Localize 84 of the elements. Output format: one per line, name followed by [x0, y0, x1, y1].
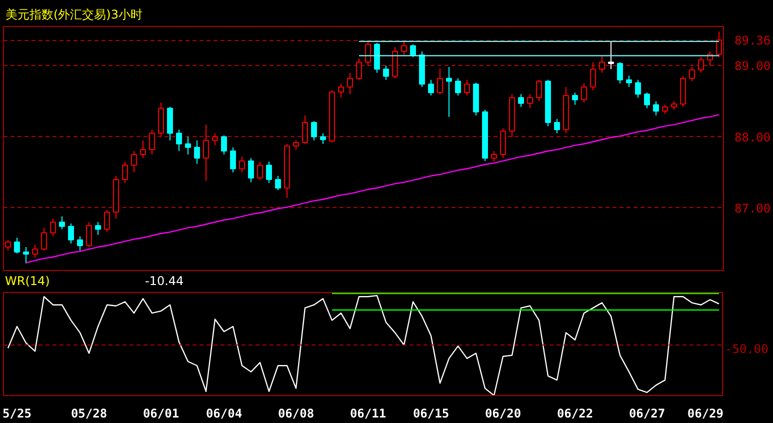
candlestick	[86, 222, 92, 248]
chart-title: 美元指数(外汇交易)3小时	[6, 8, 142, 22]
candlestick	[104, 210, 110, 233]
line-series	[25, 114, 720, 264]
candlestick	[653, 100, 659, 116]
candlestick	[662, 104, 668, 114]
candlestick	[122, 161, 128, 184]
candlestick	[293, 140, 299, 150]
candlestick	[410, 44, 416, 58]
candlestick	[455, 78, 461, 96]
candlestick	[698, 56, 704, 74]
candlestick	[311, 120, 317, 141]
text: -50.00	[725, 341, 768, 358]
candlestick	[356, 58, 362, 80]
candlestick	[716, 30, 722, 58]
candlestick	[194, 140, 200, 164]
y-tick-label: 87.00	[734, 201, 771, 216]
candlestick	[131, 150, 137, 173]
candlestick	[266, 161, 272, 184]
candlestick	[689, 66, 695, 82]
candlestick	[617, 62, 623, 84]
x-tick-label: 06/22	[556, 406, 594, 420]
candlestick	[437, 68, 443, 95]
candlestick	[203, 124, 209, 182]
candlestick	[644, 92, 650, 109]
y-tick-label: 89.36	[734, 34, 771, 48]
candlestick	[41, 227, 47, 252]
candlestick	[446, 66, 452, 118]
y-tick-label: 88.00	[734, 130, 771, 144]
candlestick	[59, 216, 65, 230]
candlestick	[347, 72, 353, 95]
x-tick-label: 5/25	[2, 406, 32, 420]
candlestick	[428, 79, 434, 96]
candlestick	[527, 94, 533, 109]
candlestick	[464, 79, 470, 96]
candlestick	[257, 161, 263, 180]
x-tick-label: 06/11	[350, 406, 386, 420]
candlestick	[185, 136, 191, 156]
candlestick	[590, 62, 596, 92]
candlestick	[221, 134, 227, 156]
candlestick	[599, 55, 605, 74]
candlestick	[212, 132, 218, 146]
candlestick	[572, 92, 578, 106]
candlestick	[338, 82, 344, 98]
candlestick	[14, 237, 20, 254]
y-tick-label: 89.00	[734, 59, 771, 74]
candlestick	[23, 246, 29, 264]
candlestick	[140, 140, 146, 159]
candlestick	[275, 175, 281, 191]
x-tick-label: 06/29	[687, 406, 724, 420]
candlestick	[176, 129, 182, 152]
text: -10.44	[145, 273, 184, 290]
candlestick	[383, 65, 389, 80]
candlestick	[608, 40, 614, 70]
candlestick	[239, 156, 245, 173]
x-tick-label: 06/15	[412, 406, 450, 420]
candlestick	[626, 75, 632, 88]
candlestick	[5, 239, 11, 252]
candlestick	[248, 158, 254, 183]
candlestick	[536, 79, 542, 102]
candlestick	[518, 94, 524, 108]
x-tick-label: 06/01	[142, 406, 180, 420]
candlestick	[635, 79, 641, 98]
candlestick	[50, 218, 56, 237]
candlestick	[500, 128, 506, 159]
candlestick	[365, 40, 371, 66]
candlestick	[554, 118, 560, 134]
candlestick	[68, 223, 74, 244]
x-tick-label: 06/08	[278, 406, 314, 420]
x-tick-label: 06/04	[206, 406, 242, 420]
candlestick	[149, 129, 155, 156]
x-tick-label: 05/28	[70, 406, 108, 420]
candlestick	[581, 82, 587, 104]
x-tick-label: 06/20	[484, 406, 522, 420]
candlestick	[230, 146, 236, 173]
candlestick	[77, 236, 83, 252]
x-tick-label: 06/27	[628, 406, 666, 420]
candlestick	[491, 150, 497, 162]
candlestick	[320, 132, 326, 144]
candlestick	[401, 40, 407, 56]
chart-title: WR(14)	[5, 273, 50, 290]
candlestick	[32, 244, 38, 258]
candlestick	[95, 222, 101, 236]
candlestick	[302, 114, 308, 144]
